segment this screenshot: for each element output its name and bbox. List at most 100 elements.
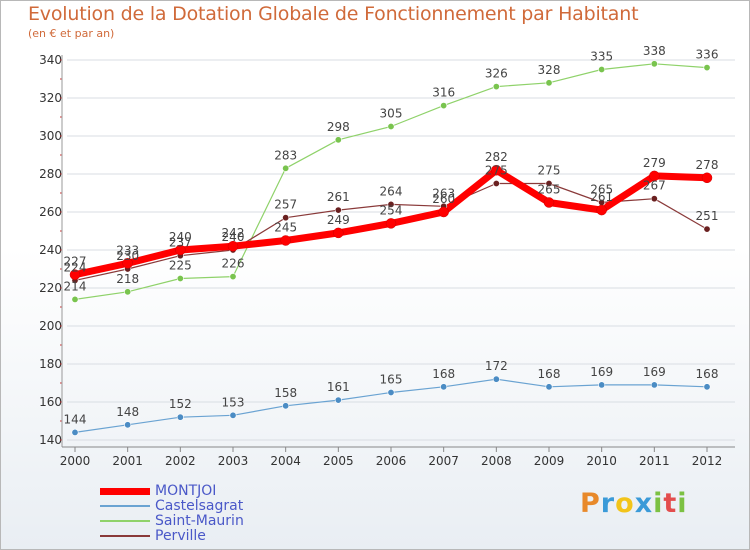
data-point-saint-maurin	[71, 295, 79, 303]
data-label-perville: 275	[538, 164, 561, 178]
data-point-saint-maurin	[650, 60, 658, 68]
x-tick-label: 2003	[218, 454, 249, 468]
y-tick-label: 300	[39, 129, 62, 143]
data-label-montjoi: 245	[274, 221, 297, 235]
data-label-montjoi: 233	[116, 243, 139, 257]
data-label-castelsagrat: 168	[696, 367, 719, 381]
y-tick-label: 200	[39, 319, 62, 333]
data-label-saint-maurin: 328	[538, 63, 561, 77]
data-point-montjoi	[701, 172, 713, 184]
data-point-perville	[492, 180, 500, 188]
data-label-saint-maurin: 316	[432, 86, 455, 100]
data-point-perville	[387, 200, 395, 208]
data-label-montjoi: 282	[485, 150, 508, 164]
data-label-saint-maurin: 298	[327, 120, 350, 134]
x-tick-label: 2010	[586, 454, 617, 468]
data-label-saint-maurin: 214	[64, 279, 87, 293]
x-tick-label: 2012	[692, 454, 723, 468]
y-tick-label: 220	[39, 281, 62, 295]
data-label-perville: 263	[432, 186, 455, 200]
data-label-saint-maurin: 225	[169, 259, 192, 273]
logo-letter: i	[653, 488, 664, 519]
data-point-castelsagrat	[703, 383, 711, 391]
data-point-montjoi	[596, 204, 607, 216]
data-label-saint-maurin: 336	[696, 48, 719, 62]
data-point-montjoi	[122, 258, 133, 269]
x-tick-label: 2011	[639, 454, 670, 468]
data-point-saint-maurin	[387, 123, 395, 131]
x-tick-label: 2006	[376, 454, 407, 468]
data-label-perville: 264	[380, 184, 403, 198]
data-point-montjoi	[280, 235, 291, 246]
data-label-castelsagrat: 161	[327, 380, 350, 394]
data-label-montjoi: 242	[222, 226, 245, 240]
data-point-saint-maurin	[492, 83, 500, 91]
data-label-castelsagrat: 165	[380, 373, 403, 387]
data-point-castelsagrat	[650, 381, 658, 389]
data-label-perville: 275	[485, 164, 508, 178]
data-label-perville: 267	[643, 179, 666, 193]
data-label-perville: 261	[327, 190, 350, 204]
y-tick-label: 340	[39, 53, 62, 67]
x-tick-label: 2004	[270, 454, 301, 468]
data-point-saint-maurin	[282, 164, 290, 172]
data-label-saint-maurin: 226	[222, 257, 245, 271]
data-label-saint-maurin: 338	[643, 44, 666, 58]
y-tick-label: 260	[39, 205, 62, 219]
data-label-castelsagrat: 152	[169, 397, 192, 411]
data-label-saint-maurin: 305	[380, 107, 403, 121]
data-point-montjoi	[649, 170, 660, 182]
data-point-montjoi	[385, 218, 397, 229]
data-label-saint-maurin: 283	[274, 148, 297, 162]
data-point-perville	[282, 214, 290, 222]
data-label-montjoi: 260	[432, 192, 455, 206]
data-point-castelsagrat	[229, 411, 237, 419]
data-point-castelsagrat	[598, 381, 606, 389]
data-label-perville: 230	[116, 249, 139, 263]
data-point-montjoi	[333, 227, 344, 239]
legend-swatch	[100, 535, 150, 537]
x-tick-label: 2005	[323, 454, 354, 468]
data-label-castelsagrat: 169	[643, 365, 666, 379]
data-point-castelsagrat	[440, 383, 448, 391]
data-point-castelsagrat	[71, 428, 79, 436]
data-label-perville: 251	[696, 209, 719, 223]
data-point-saint-maurin	[703, 64, 711, 72]
data-label-montjoi: 261	[590, 190, 613, 204]
data-point-castelsagrat	[387, 388, 395, 396]
data-label-montjoi: 249	[327, 213, 350, 227]
x-tick-label: 2009	[534, 454, 565, 468]
data-label-perville: 237	[169, 236, 192, 250]
data-point-perville	[703, 225, 711, 233]
y-tick-label: 140	[39, 433, 62, 447]
x-tick-label: 2002	[165, 454, 196, 468]
legend-label: Castelsagrat	[155, 498, 244, 514]
data-label-montjoi: 254	[380, 203, 403, 217]
data-label-castelsagrat: 148	[116, 405, 139, 419]
data-point-saint-maurin	[229, 273, 237, 281]
data-label-montjoi: 227	[64, 255, 87, 269]
data-label-castelsagrat: 172	[485, 359, 508, 373]
legend-swatch	[100, 505, 150, 507]
data-label-castelsagrat: 153	[222, 395, 245, 409]
y-tick-label: 320	[39, 91, 62, 105]
legend-label: Saint-Maurin	[155, 513, 244, 529]
data-point-montjoi	[227, 240, 239, 252]
legend-swatch	[100, 520, 150, 522]
data-label-saint-maurin: 218	[116, 272, 139, 286]
proxiti-logo: Proxiti	[580, 488, 688, 519]
legend-label: Perville	[155, 528, 206, 544]
data-label-perville: 265	[590, 183, 613, 197]
legend-label: MONTJOI	[155, 483, 217, 499]
data-point-saint-maurin	[545, 79, 553, 87]
y-tick-label: 280	[39, 167, 62, 181]
logo-letter: t	[663, 488, 678, 519]
x-tick-label: 2008	[481, 454, 512, 468]
data-label-saint-maurin: 326	[485, 67, 508, 81]
data-label-castelsagrat: 168	[538, 367, 561, 381]
data-label-montjoi: 265	[538, 183, 561, 197]
data-point-castelsagrat	[282, 402, 290, 410]
data-point-saint-maurin	[334, 136, 342, 144]
data-point-perville	[545, 180, 553, 188]
